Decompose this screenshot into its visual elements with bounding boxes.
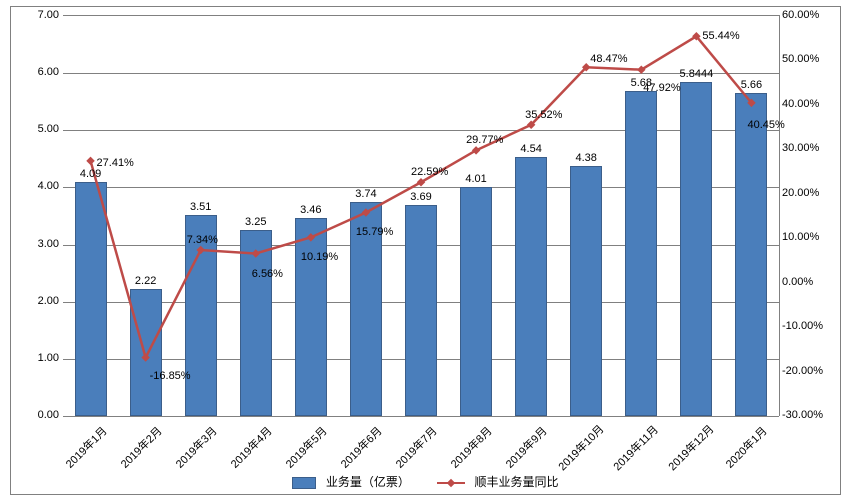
line-marker <box>307 233 315 241</box>
line-value-label: 27.41% <box>97 157 134 169</box>
bar-value-label: 3.69 <box>410 191 431 203</box>
line-value-label: 7.34% <box>187 234 218 246</box>
chart-container: 0.00 1.00 2.00 3.00 4.00 5.00 6.00 7.00 -30.00%… <box>10 6 841 495</box>
line-swatch-icon <box>437 482 465 484</box>
line-value-label: 15.79% <box>356 226 393 238</box>
y-left-tick: 4.00 <box>11 180 59 192</box>
y-right-tick: -30.00% <box>782 409 836 421</box>
x-tick-label: 2019年9月 <box>500 423 551 474</box>
line-marker <box>86 157 94 165</box>
y-right-tick: 50.00% <box>782 53 836 65</box>
bar-value-label: 5.8444 <box>680 68 714 80</box>
line-marker <box>196 246 204 254</box>
x-tick-label: 2019年5月 <box>279 423 330 474</box>
y-right-tick: 40.00% <box>782 98 836 110</box>
y-right-tick: 60.00% <box>782 9 836 21</box>
legend-line-label: 顺丰业务量同比 <box>475 475 559 489</box>
legend: 业务量（亿票） 顺丰业务量同比 <box>11 473 840 490</box>
legend-item-bar: 业务量（亿票） <box>292 473 409 490</box>
x-tick-label: 2019年1月 <box>59 423 110 474</box>
line-value-label: 22.59% <box>411 166 448 178</box>
line-value-label: 6.56% <box>252 268 283 280</box>
line-value-label: 29.77% <box>466 134 503 146</box>
line-series <box>63 16 779 416</box>
line-marker <box>252 249 260 257</box>
bar-value-label: 5.66 <box>741 79 762 91</box>
x-tick-label: 2019年2月 <box>114 423 165 474</box>
y-left-tick: 6.00 <box>11 66 59 78</box>
gridline <box>63 416 779 417</box>
y-right-tick: 0.00% <box>782 276 836 288</box>
legend-item-line: 顺丰业务量同比 <box>437 473 558 490</box>
x-tick-label: 2019年11月 <box>610 423 661 474</box>
y-right-tick: -20.00% <box>782 365 836 377</box>
line-value-label: 47.92% <box>643 82 680 94</box>
x-tick-label: 2019年12月 <box>665 423 716 474</box>
bar-value-label: 3.25 <box>245 216 266 228</box>
line-value-label: 35.52% <box>525 109 562 121</box>
x-tick-label: 2019年10月 <box>555 423 606 474</box>
y-right-tick: -10.00% <box>782 320 836 332</box>
bar-value-label: 4.54 <box>520 143 541 155</box>
line-value-label: 55.44% <box>702 30 739 42</box>
y-left-tick: 3.00 <box>11 238 59 250</box>
bar-value-label: 4.01 <box>465 173 486 185</box>
bar-value-label: 4.09 <box>80 168 101 180</box>
y-right-tick: 10.00% <box>782 231 836 243</box>
bar-value-label: 3.74 <box>355 188 376 200</box>
x-tick-label: 2019年8月 <box>444 423 495 474</box>
line-value-label: 10.19% <box>301 251 338 263</box>
y-left-tick: 7.00 <box>11 9 59 21</box>
legend-bar-label: 业务量（亿票） <box>326 475 410 489</box>
bar-value-label: 2.22 <box>135 275 156 287</box>
x-tick-label: 2019年3月 <box>169 423 220 474</box>
x-tick-label: 2019年4月 <box>224 423 275 474</box>
y-left-tick: 5.00 <box>11 123 59 135</box>
plot-area: 4.09 2.22 3.51 3.25 3.46 3.74 3.69 4.01 4.54 4.38… <box>63 15 780 416</box>
y-right-tick: 30.00% <box>782 142 836 154</box>
bar-swatch-icon <box>292 477 316 489</box>
line-value-label: -16.85% <box>150 370 191 382</box>
y-left-tick: 1.00 <box>11 352 59 364</box>
bar-value-label: 4.38 <box>576 152 597 164</box>
bar-value-label: 3.51 <box>190 201 211 213</box>
x-tick-label: 2020年1月 <box>720 423 771 474</box>
y-right-tick: 20.00% <box>782 187 836 199</box>
line-marker <box>141 353 149 361</box>
line-value-label: 40.45% <box>747 119 784 131</box>
x-tick-label: 2019年6月 <box>334 423 385 474</box>
y-left-tick: 0.00 <box>11 409 59 421</box>
line-value-label: 48.47% <box>590 53 627 65</box>
bar-value-label: 3.46 <box>300 204 321 216</box>
y-left-tick: 2.00 <box>11 295 59 307</box>
x-tick-label: 2019年7月 <box>389 423 440 474</box>
